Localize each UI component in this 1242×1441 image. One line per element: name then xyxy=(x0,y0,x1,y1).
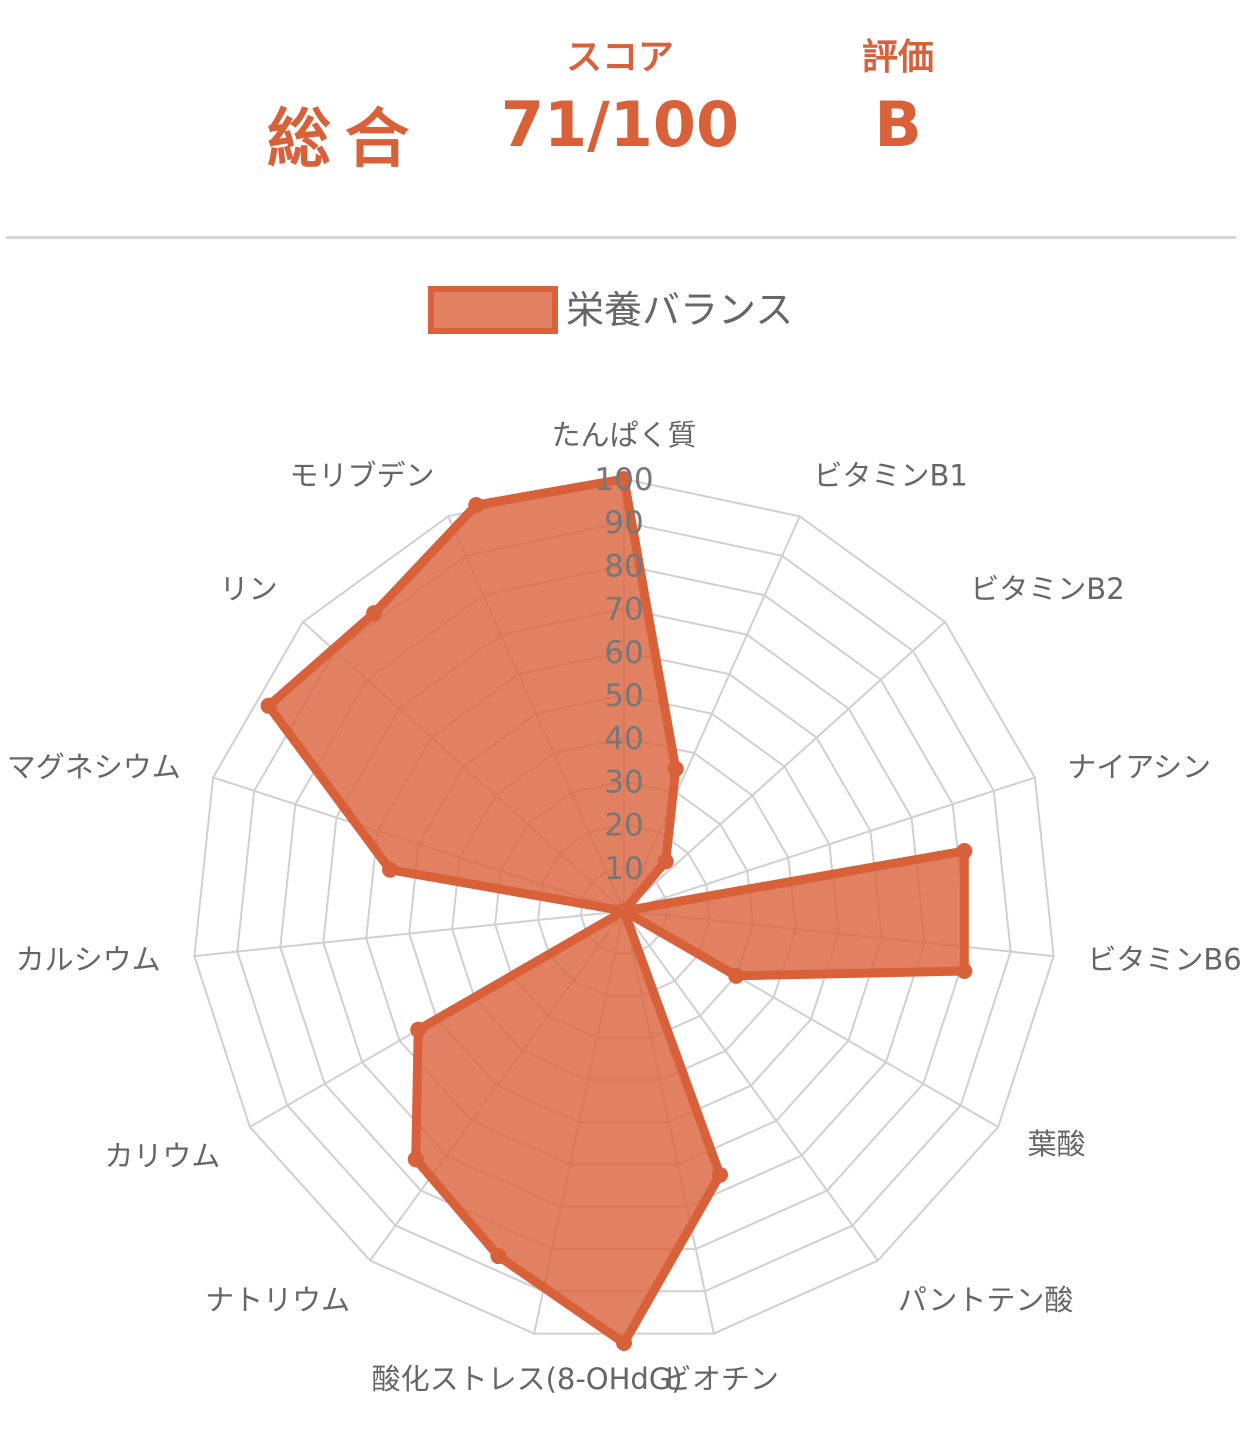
grid-spoke xyxy=(194,910,625,958)
data-point xyxy=(667,760,684,777)
score-label: スコア xyxy=(565,37,674,78)
tick-label: 20 xyxy=(604,808,643,844)
data-point xyxy=(956,842,973,859)
data-point xyxy=(616,1335,632,1351)
data-point xyxy=(366,605,383,622)
axis-label-9: ナトリウム xyxy=(205,1283,350,1317)
rating-value: B xyxy=(874,88,922,161)
data-point xyxy=(407,1151,424,1168)
chart-legend[interactable]: 栄養バランス xyxy=(0,278,1242,342)
axis-label-8: 酸化ストレス(8-OHdG) xyxy=(372,1362,683,1396)
axis-label-1: ビタミンB1 xyxy=(814,458,968,492)
tick-label: 100 xyxy=(594,462,653,498)
axis-label-5: 葉酸 xyxy=(1028,1127,1086,1161)
data-point xyxy=(260,697,277,714)
data-point xyxy=(956,963,973,980)
axis-label-2: ビタミンB2 xyxy=(970,572,1124,606)
tick-label: 10 xyxy=(604,851,643,887)
data-point xyxy=(657,853,674,870)
data-point xyxy=(468,497,485,514)
axis-label-10: カリウム xyxy=(104,1139,220,1173)
axis-label-4: ビタミンB6 xyxy=(1087,943,1241,977)
data-point xyxy=(616,471,632,487)
legend-swatch xyxy=(428,286,558,334)
axis-label-3: ナイアシン xyxy=(1067,750,1211,784)
tick-label: 60 xyxy=(604,635,643,671)
rating-label: 評価 xyxy=(861,37,934,78)
axis-label-11: カルシウム xyxy=(16,943,161,977)
axis-label-14: モリブデン xyxy=(289,458,434,492)
axis-label-0: たんぱく質 xyxy=(551,418,696,452)
data-point xyxy=(382,861,399,878)
data-point xyxy=(490,1248,507,1265)
legend-label: 栄養バランス xyxy=(566,288,794,332)
tick-label: 70 xyxy=(604,592,643,628)
axis-label-7: ビオチン xyxy=(663,1362,779,1396)
overall-title: 総合 xyxy=(267,103,423,177)
axis-label-12: マグネシウム xyxy=(7,750,181,784)
tick-label: 40 xyxy=(604,721,643,757)
grid-spoke xyxy=(623,621,946,912)
data-point xyxy=(712,1166,729,1183)
axis-label-6: パントテン酸 xyxy=(898,1283,1073,1317)
data-point xyxy=(616,903,632,919)
score-value: 71/100 xyxy=(500,88,740,161)
grid-spoke xyxy=(623,910,879,1262)
tick-label: 80 xyxy=(604,548,643,584)
data-point xyxy=(728,967,745,984)
divider xyxy=(6,236,1236,239)
axis-label-13: リン xyxy=(220,572,278,606)
score-summary: 総合 スコア 71/100 評価 B xyxy=(0,0,1242,238)
data-point xyxy=(410,1021,427,1038)
tick-label: 90 xyxy=(604,505,643,541)
tick-label: 30 xyxy=(604,764,643,800)
tick-label: 50 xyxy=(604,678,643,714)
grid-spoke xyxy=(623,776,1036,912)
